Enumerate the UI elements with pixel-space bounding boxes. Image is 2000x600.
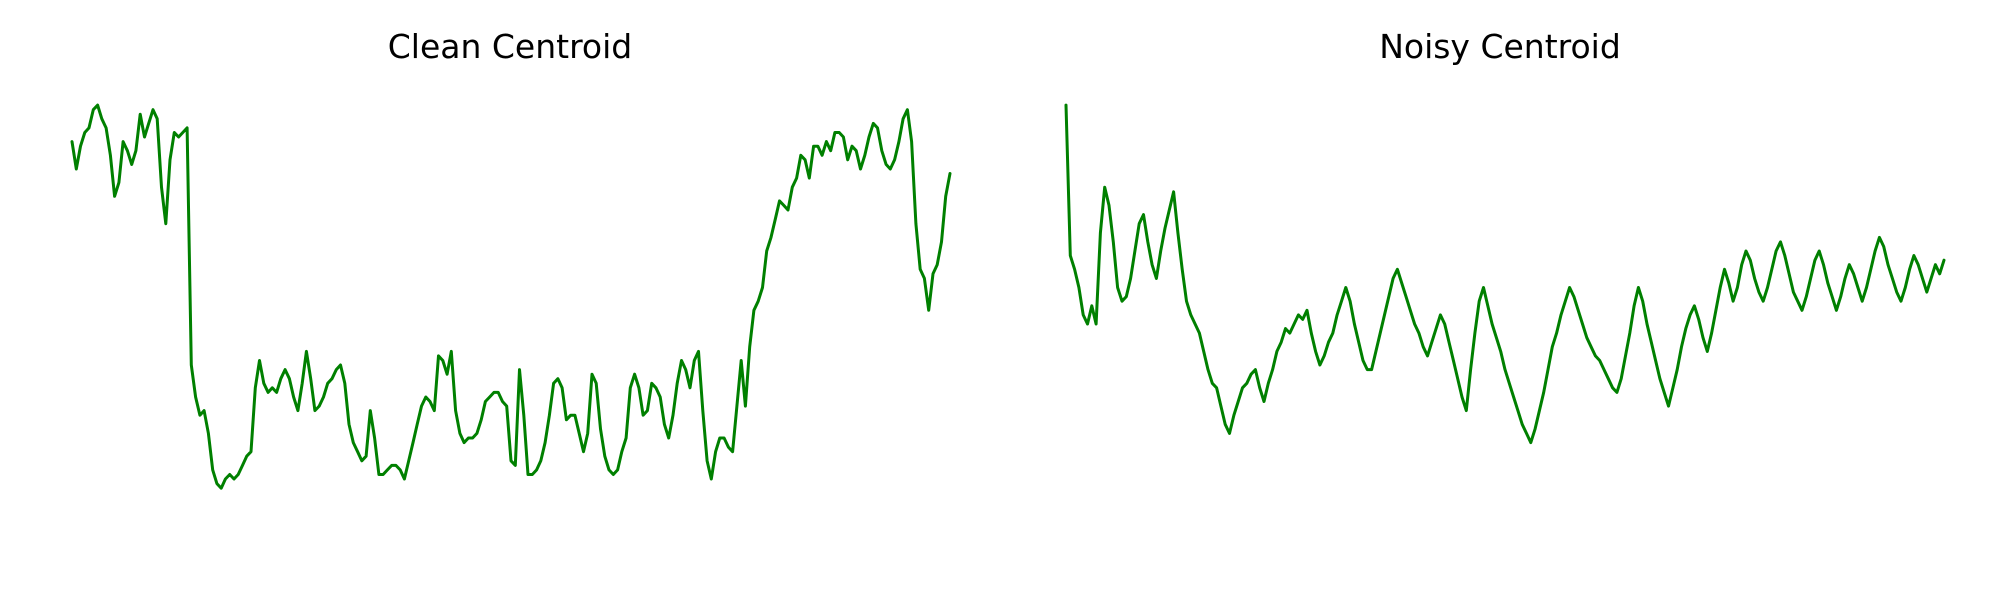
noisy-centroid-chart: Noisy Centroid <box>1064 27 1946 445</box>
clean-centroid-series-line-0 <box>70 103 952 490</box>
noisy-centroid-plot-area <box>1064 103 1946 445</box>
noisy-centroid-title: Noisy Centroid <box>1379 27 1621 66</box>
clean-centroid-title: Clean Centroid <box>388 27 633 66</box>
noisy-centroid-series-line-0 <box>1064 103 1946 445</box>
clean-centroid-chart: Clean Centroid <box>70 27 952 490</box>
clean-centroid-plot-area <box>70 103 952 490</box>
